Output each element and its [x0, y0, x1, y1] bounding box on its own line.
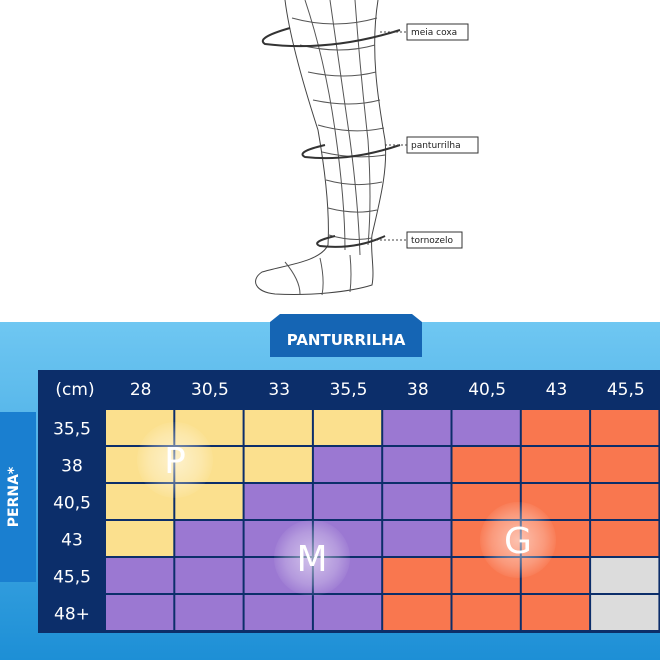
- row-title-tab: [0, 412, 36, 582]
- column-label: 38: [407, 380, 429, 400]
- column-label: 28: [130, 380, 152, 400]
- size-cell: [175, 521, 243, 556]
- size-cell: [313, 484, 382, 519]
- size-cell: [313, 447, 382, 482]
- size-cell: [244, 447, 312, 482]
- size-cell: [452, 595, 520, 630]
- column-label: 43: [546, 380, 568, 400]
- size-cell: [383, 447, 451, 482]
- size-glow: [137, 422, 213, 498]
- leader-lines: [372, 31, 407, 241]
- size-label: P: [164, 441, 186, 482]
- size-cell: [591, 484, 659, 519]
- size-cell: [313, 595, 382, 630]
- measure-label: panturrilha: [411, 141, 461, 151]
- size-cell: [452, 410, 520, 445]
- size-cell: [383, 521, 451, 556]
- size-cell: [521, 410, 590, 445]
- size-cell: [383, 595, 451, 630]
- size-cell: [591, 558, 659, 593]
- row-label: 43: [61, 531, 83, 551]
- column-label: 35,5: [330, 380, 368, 400]
- arrows: [261, 27, 401, 248]
- size-cell: [383, 558, 451, 593]
- row-label: 45,5: [53, 568, 91, 588]
- label-boxes: [406, 23, 479, 249]
- size-cell: [591, 595, 659, 630]
- column-label: 40,5: [468, 380, 506, 400]
- row-label: 38: [61, 457, 83, 477]
- size-cell: [521, 447, 590, 482]
- size-glow: [274, 520, 350, 596]
- size-cell: [591, 447, 659, 482]
- row-label: 35,5: [53, 420, 91, 440]
- size-cell: [313, 410, 382, 445]
- size-cell: [244, 595, 312, 630]
- size-label: G: [504, 521, 532, 562]
- size-cell: [383, 410, 451, 445]
- size-cell: [521, 595, 590, 630]
- row-title: PERNA*: [6, 466, 22, 527]
- size-cell: [591, 410, 659, 445]
- column-title: PANTURRILHA: [287, 331, 406, 349]
- size-cell: [106, 521, 174, 556]
- size-cell: [244, 410, 312, 445]
- column-label: 33: [268, 380, 290, 400]
- row-label: 40,5: [53, 494, 91, 514]
- column-label: 45,5: [607, 380, 645, 400]
- measure-label: meia coxa: [411, 28, 457, 38]
- size-cell: [106, 595, 174, 630]
- size-cell: [383, 484, 451, 519]
- size-cell: [591, 521, 659, 556]
- size-cell: [175, 558, 243, 593]
- column-title-tab: [270, 314, 422, 357]
- measure-label: tornozelo: [411, 236, 454, 246]
- row-label: 48+: [54, 605, 90, 625]
- size-label: M: [296, 539, 327, 580]
- size-glow: [480, 502, 556, 578]
- column-label: 30,5: [191, 380, 229, 400]
- size-cell: [175, 595, 243, 630]
- size-cell: [106, 558, 174, 593]
- size-cell: [452, 447, 520, 482]
- size-cell: [244, 484, 312, 519]
- corner-label: (cm): [55, 380, 94, 400]
